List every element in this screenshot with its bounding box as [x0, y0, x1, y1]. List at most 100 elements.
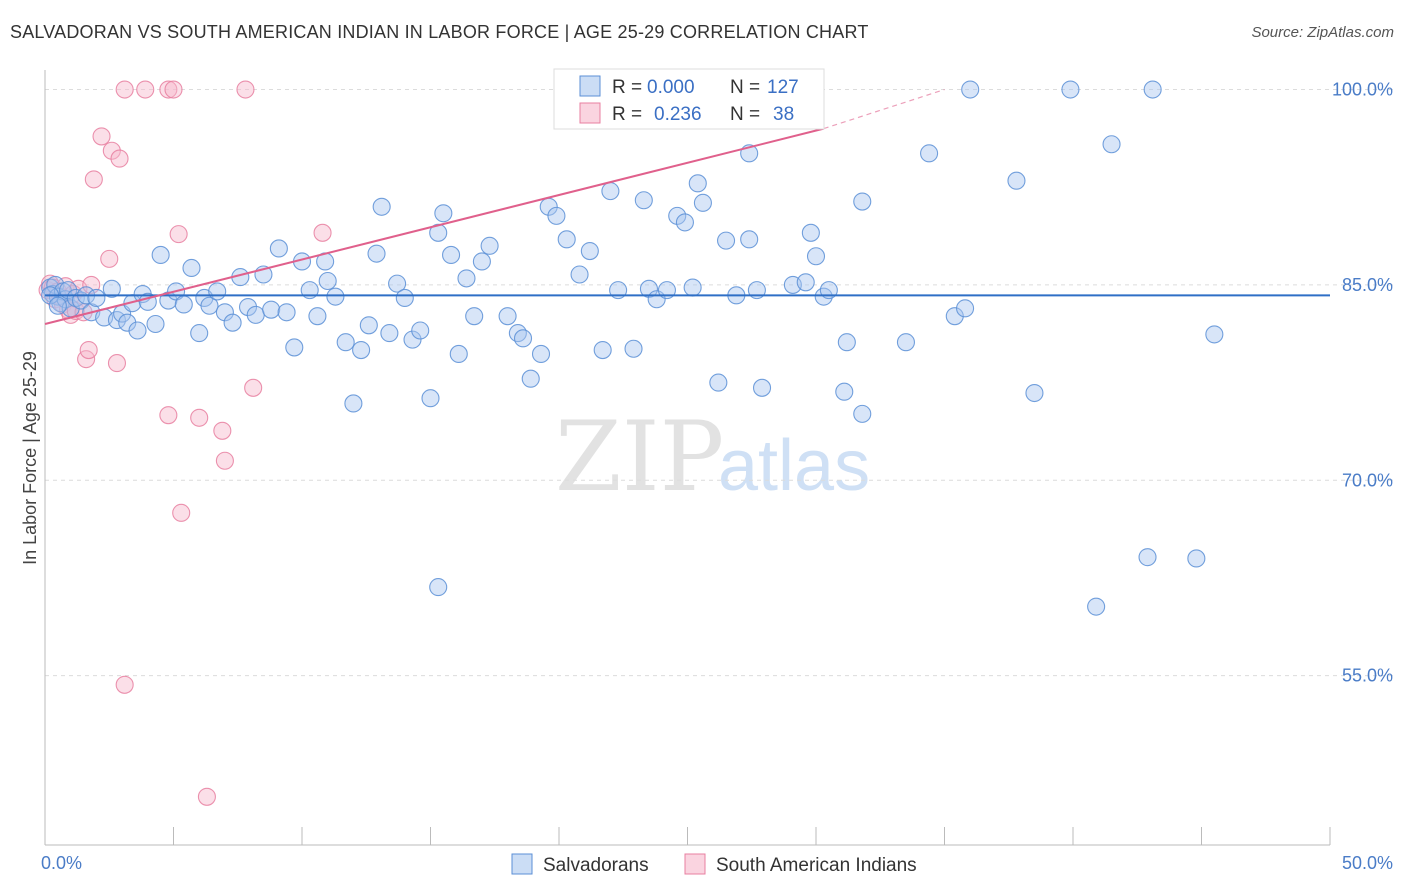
- data-point: [146, 314, 165, 334]
- data-point: [110, 149, 129, 168]
- data-point: [213, 421, 232, 440]
- data-point: [388, 274, 407, 293]
- data-point: [100, 249, 119, 268]
- bottom-legend: Salvadorans South American Indians: [511, 853, 917, 876]
- data-point: [246, 305, 265, 324]
- data-point: [429, 578, 448, 597]
- data-point: [151, 245, 170, 265]
- data-point: [313, 223, 332, 242]
- data-point: [1087, 597, 1106, 616]
- y-axis-label: In Labor Force | Age 25-29: [20, 351, 40, 565]
- data-point: [308, 307, 327, 326]
- y-tick-label: 85.0%: [1342, 275, 1393, 295]
- data-point: [102, 279, 121, 298]
- data-point: [716, 231, 736, 250]
- axes: [44, 70, 1331, 846]
- data-point: [367, 244, 386, 263]
- data-point: [48, 296, 67, 315]
- data-point: [200, 296, 219, 315]
- data-point: [421, 389, 440, 408]
- data-point: [1187, 549, 1206, 568]
- data-point: [601, 182, 620, 201]
- data-point: [709, 373, 728, 392]
- data-point: [115, 80, 134, 99]
- data-point: [115, 675, 134, 694]
- y-tick-label: 55.0%: [1342, 666, 1393, 686]
- data-point: [683, 278, 702, 297]
- data-point: [472, 252, 491, 271]
- bottom-legend-salvadorans: Salvadorans: [543, 855, 649, 876]
- legend-box: R = 0.000 N = 127 R = 0.236 N = 38: [553, 68, 825, 130]
- data-point: [359, 316, 378, 335]
- data-point: [326, 287, 345, 306]
- data-point: [513, 329, 533, 348]
- series-south-american-indians: [38, 80, 332, 806]
- data-point: [66, 288, 85, 307]
- data-point: [244, 378, 263, 397]
- data-point: [853, 404, 872, 423]
- data-point: [806, 247, 826, 266]
- data-point: [352, 340, 371, 360]
- data-point: [920, 144, 939, 163]
- data-point: [411, 321, 430, 340]
- legend-n-value: 127: [767, 77, 799, 98]
- data-point: [442, 245, 461, 265]
- data-point: [1205, 325, 1224, 344]
- data-point: [84, 170, 103, 189]
- data-point: [107, 354, 127, 373]
- data-point: [159, 406, 178, 425]
- data-point: [208, 282, 227, 301]
- data-point: [164, 80, 183, 99]
- data-point: [79, 340, 98, 360]
- data-point: [1061, 80, 1080, 99]
- data-point: [215, 303, 234, 322]
- data-point: [624, 339, 643, 358]
- data-point: [190, 408, 209, 427]
- data-point: [223, 313, 242, 332]
- data-point: [508, 324, 527, 343]
- data-point: [182, 258, 201, 278]
- data-point: [102, 141, 121, 160]
- data-point: [87, 288, 106, 307]
- data-point: [269, 239, 288, 258]
- data-point: [634, 191, 653, 210]
- data-point: [395, 288, 414, 307]
- data-point: [1007, 171, 1026, 190]
- source-label: Source: ZipAtlas.com: [1251, 24, 1394, 41]
- data-point: [236, 80, 255, 99]
- data-point: [277, 303, 296, 322]
- data-point: [688, 174, 707, 193]
- x-tick-labels: 0.0% 50.0%: [41, 853, 1393, 873]
- data-point: [285, 338, 304, 357]
- data-point: [740, 230, 759, 249]
- data-point: [801, 223, 820, 242]
- data-point: [480, 236, 499, 255]
- data-point: [344, 394, 363, 413]
- data-point: [956, 299, 975, 318]
- data-point: [580, 242, 599, 261]
- data-point: [1102, 135, 1121, 154]
- y-tick-label: 70.0%: [1342, 470, 1393, 490]
- data-point: [1143, 80, 1162, 99]
- data-point: [1138, 548, 1157, 567]
- watermark-atlas: atlas: [718, 426, 870, 506]
- legend-r-value: 0.236: [654, 104, 702, 125]
- data-point: [961, 80, 980, 99]
- trendline-south-american-indians: [44, 127, 824, 325]
- data-point: [1025, 383, 1044, 403]
- data-point: [169, 225, 188, 244]
- data-point: [853, 192, 872, 211]
- data-point: [92, 127, 111, 146]
- data-point: [498, 307, 517, 326]
- data-point: [190, 324, 209, 343]
- chart-title: SALVADORAN VS SOUTH AMERICAN INDIAN IN L…: [10, 22, 869, 42]
- data-point: [136, 80, 155, 99]
- legend-r-value: 0.000: [647, 77, 695, 98]
- legend-r-label: R =: [612, 77, 642, 98]
- data-point: [457, 269, 476, 288]
- data-point: [174, 295, 193, 314]
- data-point: [835, 382, 854, 401]
- y-tick-label: 100.0%: [1332, 80, 1393, 100]
- data-point: [403, 330, 422, 349]
- data-point: [215, 451, 234, 470]
